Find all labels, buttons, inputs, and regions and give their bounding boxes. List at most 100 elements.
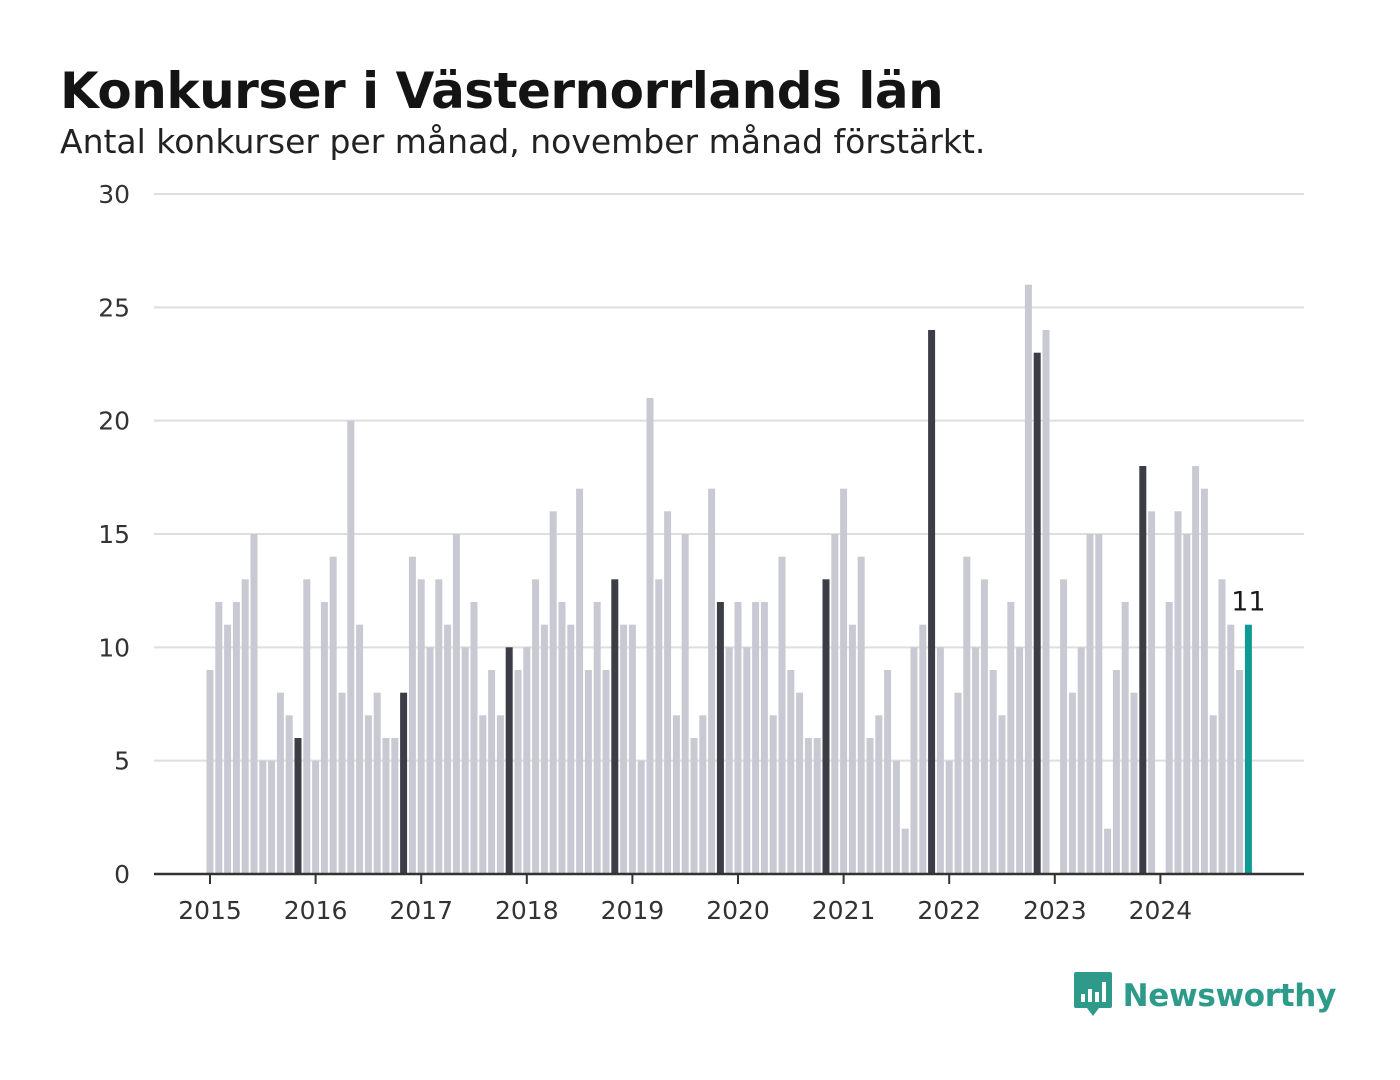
bar	[787, 670, 795, 874]
bar-november	[505, 647, 513, 874]
bar-chart-speech-bubble-icon	[1073, 970, 1113, 1022]
bar	[1165, 602, 1173, 874]
bar	[1007, 602, 1015, 874]
bar	[804, 738, 812, 874]
bar	[813, 738, 821, 874]
bar	[567, 624, 575, 874]
bar	[259, 760, 267, 874]
bar	[408, 556, 416, 874]
bar	[796, 692, 804, 874]
bar	[338, 692, 346, 874]
bar	[945, 760, 953, 874]
bar	[417, 579, 425, 874]
bar	[285, 715, 293, 874]
bar	[479, 715, 487, 874]
x-tick-label: 2021	[812, 896, 876, 925]
bar	[857, 556, 865, 874]
bar	[901, 828, 909, 874]
x-tick-label: 2024	[1129, 896, 1193, 925]
bar	[558, 602, 566, 874]
bar	[910, 647, 918, 874]
bar	[250, 534, 258, 874]
bar	[620, 624, 628, 874]
bar-november	[822, 579, 830, 874]
bar	[875, 715, 883, 874]
bar-latest	[1244, 624, 1252, 874]
bar	[532, 579, 540, 874]
bar	[646, 398, 654, 874]
bar	[936, 647, 944, 874]
bar	[1174, 511, 1182, 874]
brand-logo: Newsworthy	[1073, 970, 1336, 1022]
bar	[1068, 692, 1076, 874]
bar	[1130, 692, 1138, 874]
bar	[1016, 647, 1024, 874]
bar	[1183, 534, 1191, 874]
bar	[241, 579, 249, 874]
bar	[584, 670, 592, 874]
bar	[1112, 670, 1120, 874]
bar	[224, 624, 232, 874]
bar	[1024, 284, 1032, 874]
x-tick-label: 2017	[389, 896, 453, 925]
bar	[391, 738, 399, 874]
bar	[382, 738, 390, 874]
bar	[769, 715, 777, 874]
y-tick-label: 15	[98, 520, 130, 549]
bar	[1218, 579, 1226, 874]
bar-november	[928, 330, 936, 874]
bar	[435, 579, 443, 874]
bar-november	[1033, 352, 1041, 874]
bar	[637, 760, 645, 874]
bar	[1104, 828, 1112, 874]
bar-november	[294, 738, 302, 874]
bar	[708, 488, 716, 874]
bar	[743, 647, 751, 874]
bar	[1060, 579, 1068, 874]
y-axis-ticks: 0 5 10 15 20 25 30	[98, 180, 130, 889]
bar	[329, 556, 337, 874]
bar	[998, 715, 1006, 874]
bar	[664, 511, 672, 874]
bar	[1236, 670, 1244, 874]
bar	[1086, 534, 1094, 874]
bar	[1227, 624, 1235, 874]
x-tick-label: 2016	[284, 896, 348, 925]
bar	[892, 760, 900, 874]
bar	[549, 511, 557, 874]
bar	[232, 602, 240, 874]
brand-name: Newsworthy	[1122, 978, 1337, 1014]
bar	[734, 602, 742, 874]
bar	[576, 488, 584, 874]
bar-november	[716, 602, 724, 874]
bar	[963, 556, 971, 874]
bar	[514, 670, 522, 874]
bar	[884, 670, 892, 874]
x-tick-label: 2023	[1023, 896, 1087, 925]
x-axis-ticks: 2015 2016 2017 2018 2019 2020 2021 2022 2023 2024	[178, 874, 1192, 925]
bar	[276, 692, 284, 874]
bar	[206, 670, 214, 874]
bar	[1095, 534, 1103, 874]
y-tick-label: 30	[98, 180, 130, 209]
bar	[444, 624, 452, 874]
bar	[303, 579, 311, 874]
bar	[268, 760, 276, 874]
x-tick-label: 2018	[495, 896, 559, 925]
bar	[496, 715, 504, 874]
latest-value-label: 11	[1231, 587, 1265, 618]
x-tick-label: 2015	[178, 896, 242, 925]
bar	[470, 602, 478, 874]
bar	[980, 579, 988, 874]
bar-november	[400, 692, 408, 874]
bar	[1209, 715, 1217, 874]
bar	[848, 624, 856, 874]
bar	[320, 602, 328, 874]
bar	[540, 624, 548, 874]
bar	[1200, 488, 1208, 874]
bar	[989, 670, 997, 874]
bar	[672, 715, 680, 874]
bar	[426, 647, 434, 874]
bar	[972, 647, 980, 874]
